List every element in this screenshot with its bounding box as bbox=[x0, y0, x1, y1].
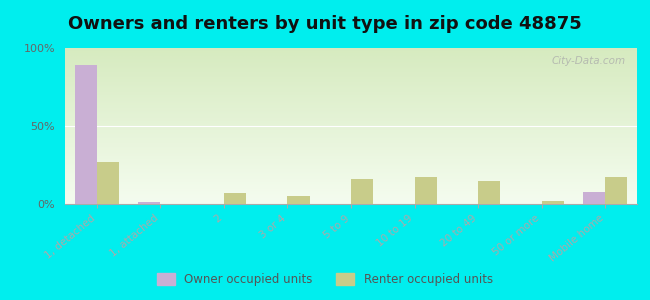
Bar bbox=[583, 191, 605, 204]
Bar bbox=[351, 179, 373, 204]
Bar bbox=[224, 193, 246, 204]
Bar bbox=[478, 181, 500, 204]
Bar bbox=[541, 201, 564, 204]
Bar bbox=[605, 178, 627, 204]
Text: City-Data.com: City-Data.com bbox=[551, 56, 625, 66]
Text: Owners and renters by unit type in zip code 48875: Owners and renters by unit type in zip c… bbox=[68, 15, 582, 33]
Bar bbox=[97, 162, 119, 204]
Legend: Owner occupied units, Renter occupied units: Owner occupied units, Renter occupied un… bbox=[153, 268, 497, 291]
Bar bbox=[415, 178, 437, 204]
Bar bbox=[138, 202, 161, 204]
Bar bbox=[287, 196, 309, 204]
Bar bbox=[75, 65, 97, 204]
